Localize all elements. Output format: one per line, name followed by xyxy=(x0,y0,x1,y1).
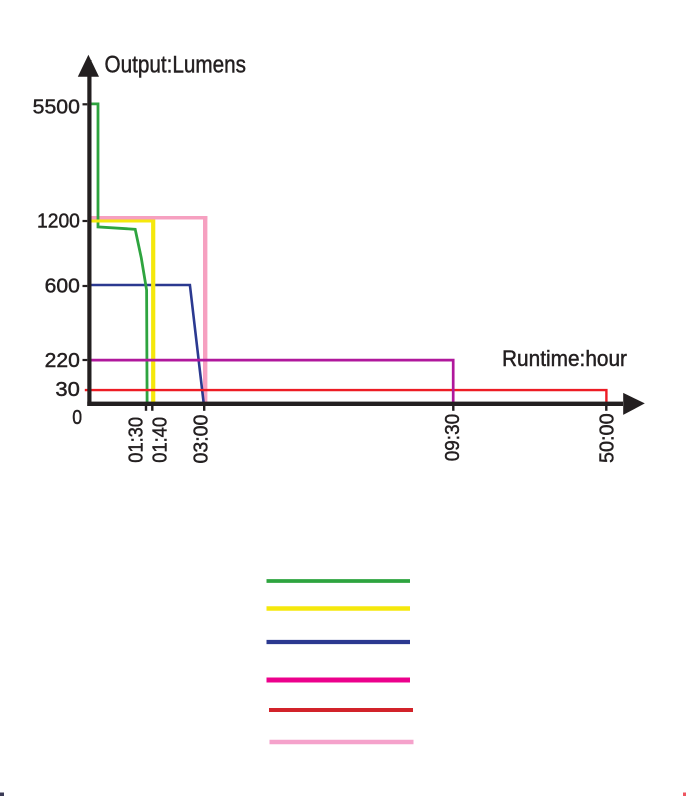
svg-text:Output:Lumens: Output:Lumens xyxy=(105,52,247,79)
svg-text:0: 0 xyxy=(72,407,82,429)
svg-text:600: 600 xyxy=(45,276,80,298)
svg-text:01:30: 01:30 xyxy=(126,417,148,463)
svg-text:09:30: 09:30 xyxy=(442,414,464,462)
svg-text:5500: 5500 xyxy=(33,96,80,118)
svg-text:50:00: 50:00 xyxy=(596,413,618,463)
svg-text:Runtime:hour: Runtime:hour xyxy=(502,346,627,371)
svg-text:03:00: 03:00 xyxy=(190,415,212,464)
svg-text:01:40: 01:40 xyxy=(150,417,172,463)
svg-text:30: 30 xyxy=(55,379,80,401)
svg-text:1200: 1200 xyxy=(37,211,80,233)
svg-text:220: 220 xyxy=(45,350,80,372)
